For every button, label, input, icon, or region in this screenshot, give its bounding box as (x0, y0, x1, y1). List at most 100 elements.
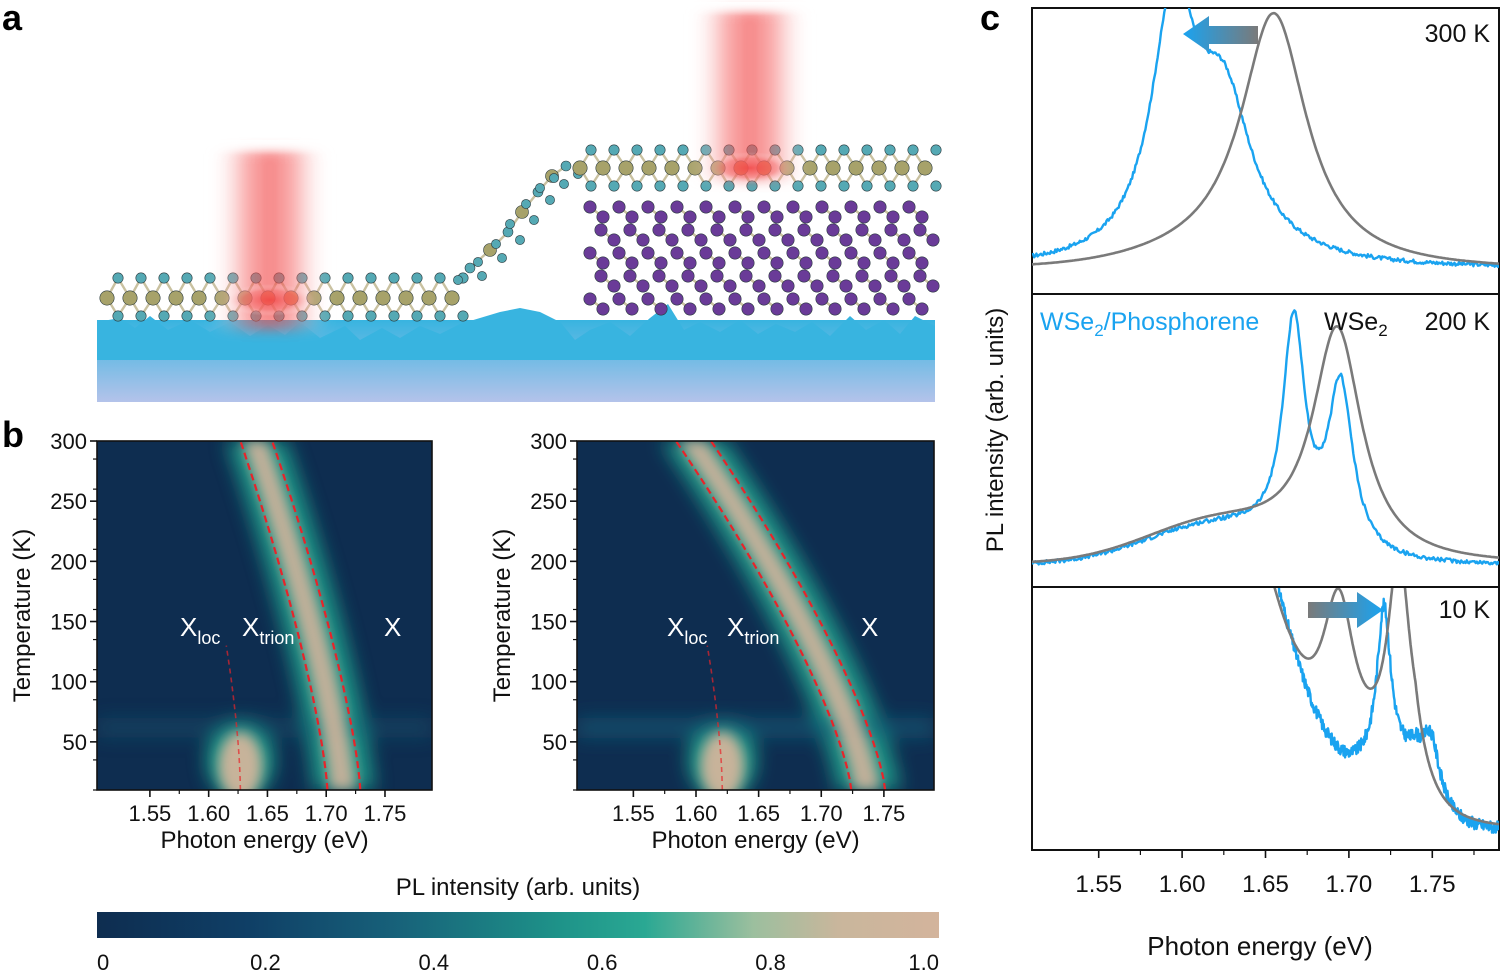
label-x-trion: Xtrion (242, 612, 294, 648)
phosphorus-atom (607, 233, 621, 247)
phosphorus-atom (868, 279, 882, 293)
phosphorus-atom (694, 233, 708, 247)
substrate-rough-surface (97, 304, 935, 360)
colorbar-tick-label: 1.0 (908, 950, 939, 975)
phosphorus-atom (612, 200, 626, 214)
selenium-atom (158, 310, 170, 322)
phosphorus-atom (768, 269, 782, 283)
phosphorus-atom (915, 302, 929, 316)
tungsten-atom (191, 290, 207, 306)
pl-map-wse2-phosphorene: 1.55 1.60 1.65 1.70 1.75 50 100 150 200 250 300 Pho… (489, 429, 935, 854)
selenium-atom (838, 180, 850, 192)
y-axis-title: Temperature (K) (489, 529, 516, 702)
phosphorus-atom (857, 256, 871, 270)
phosphorus-atom (902, 292, 916, 306)
phosphorus-atom (681, 223, 695, 237)
phosphorus-atom (654, 302, 668, 316)
y-axis-title: PL intensity (arb. units) (982, 308, 1009, 553)
x-tick-label: 1.60 (675, 801, 718, 826)
phosphorus-atom (665, 233, 679, 247)
legend-wse2: WSe2 (1324, 308, 1388, 340)
phosphorus-atom (826, 269, 840, 283)
y-tick-label: 250 (530, 489, 567, 514)
selenium-atom (342, 272, 354, 284)
phosphorus-atom (897, 279, 911, 293)
phosphorus-atom (844, 246, 858, 260)
phosphorus-atom (712, 210, 726, 224)
phosphorus-atom (641, 292, 655, 306)
phosphorus-atom (884, 269, 898, 283)
phosphorus-atom (926, 233, 940, 247)
selenium-atom (388, 310, 400, 322)
phosphorus-atom (739, 269, 753, 283)
selenium-atom (365, 310, 377, 322)
selenium-atom (884, 144, 896, 156)
phosphorus-atom (723, 233, 737, 247)
label-x: X (861, 612, 878, 642)
phosphorus-atom (596, 210, 610, 224)
selenium-atom (631, 144, 643, 156)
phosphorus-atom (886, 302, 900, 316)
arrow-left-icon (1183, 16, 1258, 52)
phosphorus-atom (757, 200, 771, 214)
phosphorus-atom (873, 246, 887, 260)
selenium-atom (677, 180, 689, 192)
selenium-atom (477, 271, 487, 281)
selenium-atom (815, 180, 827, 192)
phosphorus-atom (741, 210, 755, 224)
selenium-atom (464, 262, 476, 274)
phosphorus-atom (583, 246, 597, 260)
tungsten-atom (375, 290, 391, 306)
panel-label-a: a (2, 0, 23, 38)
phosphorus-atom (797, 223, 811, 237)
phosphorus-atom (828, 210, 842, 224)
fit-dashed-curve (239, 441, 329, 790)
selenium-atom (388, 272, 400, 284)
phosphorus-atom (926, 279, 940, 293)
y-tick-label: 300 (530, 429, 567, 454)
x-tick-label: 1.70 (305, 801, 348, 826)
phosphorus-atom (683, 302, 697, 316)
phosphorus-atom (728, 292, 742, 306)
phosphorus-atom (757, 292, 771, 306)
phosphorus-atom (768, 223, 782, 237)
phosphorus-atom (683, 256, 697, 270)
exciton-band-core (678, 441, 881, 790)
phosphorus-atom (694, 279, 708, 293)
selenium-atom (585, 180, 597, 192)
phosphorus-atom (844, 292, 858, 306)
temperature-label: 10 K (1439, 596, 1491, 624)
tungsten-atom (444, 290, 460, 306)
phosphorus-atom (857, 302, 871, 316)
tungsten-atom (352, 290, 368, 306)
tungsten-atom (572, 160, 588, 176)
phosphorus-atom (583, 200, 597, 214)
selenium-atom (549, 173, 559, 183)
tungsten-atom (595, 160, 611, 176)
phosphorus-atom (757, 246, 771, 260)
panel-label-b: b (2, 414, 24, 455)
colorbar-tick-label: 0 (97, 950, 109, 975)
phosphorus-atom (786, 292, 800, 306)
phosphorus-atom (826, 223, 840, 237)
exciton-band-core (242, 441, 356, 790)
low-temp-band (97, 717, 432, 738)
laser-spot-icon (680, 2, 820, 184)
phosphorus-atom (712, 256, 726, 270)
colorbar-tick-label: 0.2 (250, 950, 281, 975)
phosphorus-atom (641, 246, 655, 260)
selenium-atom (491, 239, 501, 249)
phosphorus-atom (770, 210, 784, 224)
x-tick-label: 1.75 (364, 801, 407, 826)
phosphorus-atom (855, 269, 869, 283)
phosphorus-atom (741, 302, 755, 316)
phosphorus-atom (897, 233, 911, 247)
selenium-atom (365, 272, 377, 284)
selenium-atom (342, 310, 354, 322)
x-axis-title: Photon energy (eV) (651, 827, 859, 854)
y-axis-title: Temperature (K) (9, 529, 36, 702)
plot-frame (576, 440, 935, 791)
phosphorus-atom (728, 200, 742, 214)
phosphorus-atom (699, 246, 713, 260)
x-tick-label: 1.55 (1075, 871, 1122, 898)
